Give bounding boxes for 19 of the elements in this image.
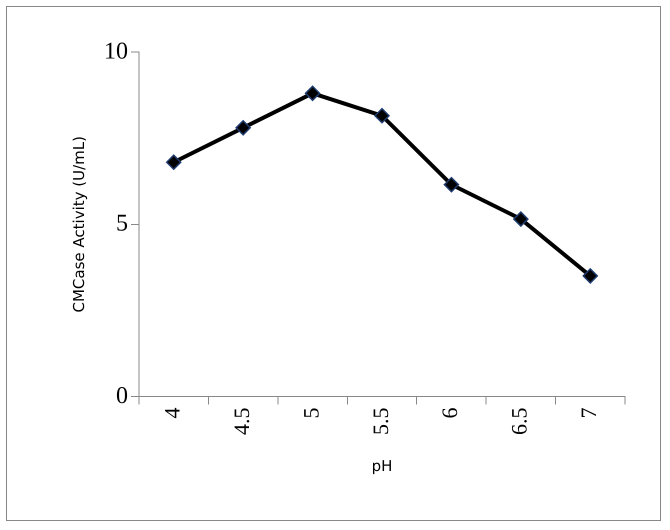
point [444, 176, 460, 192]
y-tick-label: 5 [116, 210, 128, 237]
point [374, 108, 390, 124]
y-axis-title: CMCase Activity (U/mL) [70, 136, 88, 312]
x-tick-label: 6 [437, 408, 462, 418]
x-tick-label: 5 [298, 408, 324, 418]
point [582, 268, 598, 284]
point [513, 211, 529, 227]
point [166, 154, 182, 170]
x-tick-label: 4.5 [228, 408, 254, 435]
y-tick-label: 10 [104, 38, 128, 64]
y-tick-label: 0 [116, 382, 128, 409]
point [304, 86, 320, 102]
x-tick-label: 5.5 [368, 408, 393, 435]
x-axis-title: pH [372, 456, 392, 475]
point [235, 120, 251, 136]
x-tick-label: 7 [576, 408, 602, 418]
x-tick-label: 6.5 [506, 408, 532, 435]
x-tick-label: 4 [159, 408, 184, 418]
